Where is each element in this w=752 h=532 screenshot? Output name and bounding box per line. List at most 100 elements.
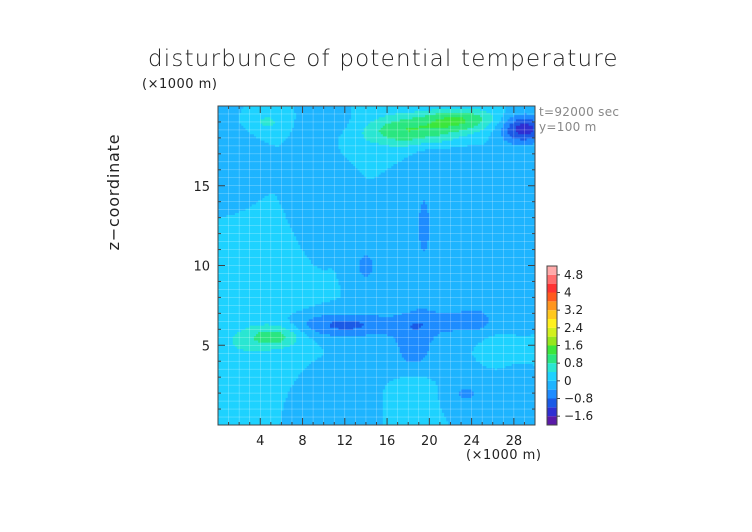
heatmap-cell (241, 244, 244, 247)
heatmap-cell (247, 256, 251, 260)
heatmap-cell (258, 199, 261, 203)
heatmap-cell (243, 373, 247, 377)
heatmap-cell (239, 203, 242, 207)
heatmap-cell (270, 184, 274, 188)
heatmap-cell (260, 361, 263, 364)
heatmap-cell (237, 276, 240, 279)
heatmap-cell (247, 420, 251, 424)
heatmap-cell (232, 318, 236, 322)
heatmap-cell (270, 148, 274, 152)
heatmap-cell (251, 371, 255, 375)
heatmap-cell (226, 390, 230, 394)
heatmap-cell (224, 237, 228, 241)
heatmap-cell (241, 412, 244, 415)
heatmap-cell (245, 407, 249, 411)
heatmap-cell (226, 218, 230, 222)
heatmap-cell (220, 399, 223, 403)
heatmap-cell (264, 267, 268, 271)
heatmap-cell (234, 137, 238, 141)
heatmap-cell (241, 327, 244, 330)
heatmap-cell (234, 418, 238, 422)
heatmap-cell (228, 327, 232, 330)
heatmap-cell (272, 261, 276, 264)
heatmap-cell (222, 244, 225, 247)
heatmap-cell (251, 329, 255, 333)
heatmap-cell (256, 169, 259, 173)
heatmap-cell (245, 342, 249, 345)
heatmap-cell (230, 271, 234, 275)
heatmap-cell (270, 152, 274, 156)
heatmap-cell (232, 354, 236, 358)
heatmap-cell (228, 186, 232, 190)
heatmap-cell (266, 316, 270, 320)
heatmap-cell (228, 295, 232, 298)
heatmap-cell (237, 271, 240, 275)
heatmap-cell (258, 274, 261, 277)
heatmap-cell (237, 218, 240, 222)
heatmap-cell (268, 373, 272, 377)
heatmap-cell (234, 365, 238, 369)
heatmap-cell (251, 131, 255, 135)
heatmap-cell (232, 376, 236, 379)
heatmap-cell (270, 295, 274, 298)
heatmap-cell (239, 227, 242, 230)
heatmap-cell (230, 310, 234, 313)
heatmap-cell (228, 212, 232, 216)
heatmap-cell (243, 137, 247, 141)
heatmap-cell (237, 135, 240, 139)
heatmap-cell (253, 220, 257, 224)
heatmap-cell (228, 169, 232, 173)
heatmap-cell (260, 135, 263, 139)
heatmap-cell (262, 256, 266, 260)
heatmap-cell (272, 416, 276, 420)
heatmap-cell (260, 395, 263, 398)
heatmap-cell (230, 414, 234, 418)
heatmap-cell (264, 178, 268, 182)
heatmap-cell (247, 129, 251, 133)
heatmap-cell (243, 150, 247, 154)
heatmap-cell (232, 390, 236, 394)
heatmap-cell (264, 346, 268, 350)
heatmap-cell (272, 284, 276, 288)
heatmap-cell (245, 271, 249, 275)
heatmap-cell (218, 267, 221, 271)
heatmap-cell (226, 205, 230, 209)
heatmap-cell (256, 282, 259, 286)
heatmap-cell (234, 227, 238, 230)
heatmap-cell (226, 233, 230, 237)
heatmap-cell (253, 299, 257, 303)
heatmap-cell (228, 397, 232, 401)
heatmap-cell (218, 356, 221, 360)
heatmap-cell (253, 356, 257, 360)
heatmap-cell (253, 397, 257, 401)
heatmap-cell (218, 384, 221, 388)
heatmap-cell (264, 331, 268, 335)
heatmap-cell (218, 254, 221, 258)
heatmap-cell (266, 231, 270, 235)
heatmap-cell (243, 354, 247, 358)
heatmap-cell (266, 176, 270, 179)
heatmap-cell (249, 269, 253, 273)
heatmap-cell (245, 297, 249, 301)
heatmap-cell (249, 267, 253, 271)
heatmap-cell (220, 214, 223, 218)
heatmap-cell (264, 146, 268, 150)
heatmap-cell (224, 380, 228, 384)
heatmap-cell (247, 152, 251, 156)
heatmap-cell (228, 146, 232, 150)
heatmap-cell (245, 288, 249, 292)
heatmap-cell (218, 282, 221, 286)
heatmap-cell (228, 110, 232, 113)
heatmap-cell (222, 265, 225, 269)
heatmap-cell (243, 399, 247, 403)
heatmap-cell (258, 305, 261, 309)
heatmap-cell (241, 305, 244, 309)
heatmap-cell (245, 254, 249, 258)
heatmap-cell (239, 293, 242, 296)
heatmap-cell (253, 327, 257, 330)
heatmap-cell (260, 267, 263, 271)
heatmap-cell (241, 348, 244, 352)
heatmap-cell (245, 191, 249, 194)
heatmap-cell (249, 337, 253, 341)
heatmap-cell (262, 220, 266, 224)
